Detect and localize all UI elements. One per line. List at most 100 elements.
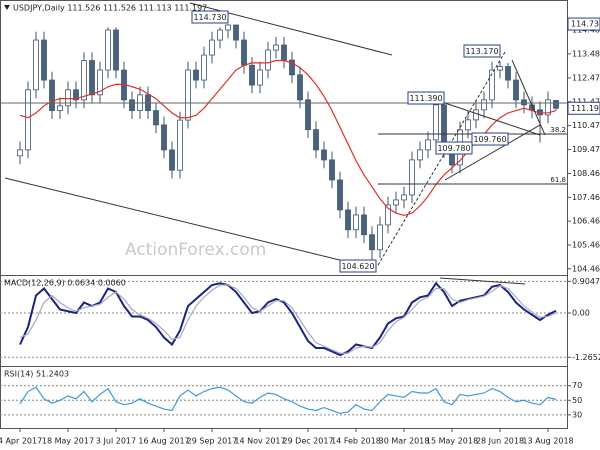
- candle-body: [201, 54, 207, 81]
- y-tick-label: 113.480: [572, 49, 600, 58]
- y-tick-label: 105.460: [572, 240, 600, 249]
- candle-body: [473, 109, 479, 121]
- candle-body: [217, 29, 223, 41]
- x-tick-label: 14 Nov 2017: [234, 437, 285, 446]
- candle-body: [225, 24, 231, 31]
- candle-body: [185, 69, 191, 121]
- x-tick-label: 29 Sep 2017: [187, 437, 238, 446]
- candle-body: [273, 44, 279, 51]
- channel-line: [4, 177, 361, 266]
- candle-body: [497, 66, 503, 71]
- y-tick-label: -1.2652: [572, 353, 600, 362]
- candle-body: [33, 39, 39, 91]
- candle-body: [385, 204, 391, 226]
- x-tick-label: 4 Apr 2017: [0, 437, 42, 446]
- triangle-line: [511, 59, 546, 136]
- panel-title: USDJPY,Daily 111.526 111.526 111.113 111…: [13, 4, 207, 13]
- y-tick-label: 106.460: [572, 217, 600, 226]
- candle-body: [257, 69, 263, 86]
- x-tick-label: 28 Jun 2018: [476, 437, 524, 446]
- triangle-line: [429, 97, 541, 136]
- overlay: ActionForex.com 114.730 113.170 111.390 …: [0, 2, 567, 285]
- candle-body: [281, 44, 287, 61]
- candle-body: [105, 29, 111, 71]
- candle-body: [57, 105, 63, 111]
- candle-body: [129, 99, 135, 111]
- x-tick-label: 14 Feb 2018: [331, 437, 381, 446]
- price-label: 114.730: [571, 20, 600, 29]
- price-box: [567, 101, 600, 115]
- candle-body: [169, 149, 175, 171]
- candle-body: [289, 59, 295, 76]
- x-tick-label: 29 Dec 2017: [282, 437, 333, 446]
- candle-body: [305, 99, 311, 131]
- candle-body: [521, 99, 527, 106]
- x-tick-label: 3 Jul 2017: [96, 437, 136, 446]
- candle-body: [265, 49, 271, 71]
- candle-body: [361, 214, 367, 236]
- label-box: [435, 141, 473, 155]
- candle-body: [377, 224, 383, 251]
- label-box: [339, 259, 377, 273]
- annotation: 109.760: [473, 135, 506, 144]
- y-tick-label: 0.00: [572, 309, 590, 318]
- candle-body: [297, 74, 303, 101]
- candle-body: [433, 104, 439, 141]
- candle-body: [417, 149, 423, 161]
- price-label: 111.197: [571, 104, 600, 113]
- fib-label: 38.2: [550, 126, 566, 134]
- annotation: 114.730: [193, 13, 226, 22]
- candle-body: [321, 149, 327, 161]
- y-tick-label: 50: [572, 396, 582, 405]
- candle-body: [425, 139, 431, 151]
- candle-body: [249, 64, 255, 86]
- candle-body: [481, 99, 487, 111]
- candle-body: [153, 110, 159, 126]
- x-tick-label: 13 Aug 2018: [522, 437, 573, 446]
- x-tick-label: 15 May 2018: [426, 437, 478, 446]
- triangle-line: [444, 124, 541, 181]
- candle-body: [393, 199, 399, 206]
- panel-frame: [0, 366, 568, 429]
- annotation: 104.620: [341, 262, 374, 271]
- trend-line: [377, 51, 506, 266]
- header-icon: [4, 5, 10, 10]
- fib-label: 61.8: [550, 176, 566, 184]
- candle-body: [489, 69, 495, 101]
- y-tick-label: 107.460: [572, 193, 600, 202]
- series-line: [19, 281, 557, 357]
- y-tick-label: 70: [572, 381, 582, 390]
- candle-body: [513, 79, 519, 101]
- annotation: 109.780: [437, 144, 470, 153]
- candle-body: [345, 209, 351, 231]
- panel-title: MACD(12,26,9) 0.0634 0.0060: [4, 279, 126, 288]
- y-tick-label: 0.9047: [572, 277, 600, 286]
- panel-frame: [0, 275, 568, 367]
- watermark: ActionForex.com: [125, 240, 266, 260]
- candle-body: [409, 159, 415, 196]
- x-tick-label: 30 Mar 2018: [379, 437, 430, 446]
- candle-body: [161, 124, 167, 151]
- candle-body: [313, 129, 319, 151]
- candle-body: [89, 60, 95, 96]
- y-tick-label: 109.470: [572, 145, 600, 154]
- candle-body: [401, 194, 407, 201]
- annotation: 113.170: [465, 47, 498, 56]
- candle-body: [329, 159, 335, 181]
- y-tick-label: 110.470: [572, 121, 600, 130]
- candle-body: [25, 89, 31, 151]
- candle-body: [353, 214, 359, 231]
- y-tick-label: 104.460: [572, 264, 600, 273]
- candle-body: [97, 69, 103, 96]
- candle-body: [49, 79, 55, 111]
- series-line: [19, 284, 557, 354]
- candle-body: [465, 119, 471, 131]
- candle-body: [209, 39, 215, 56]
- annotation: 111.390: [409, 94, 442, 103]
- label-box: [191, 10, 229, 24]
- candle-body: [177, 119, 183, 171]
- candle-body: [369, 234, 375, 251]
- candle-body: [81, 60, 87, 101]
